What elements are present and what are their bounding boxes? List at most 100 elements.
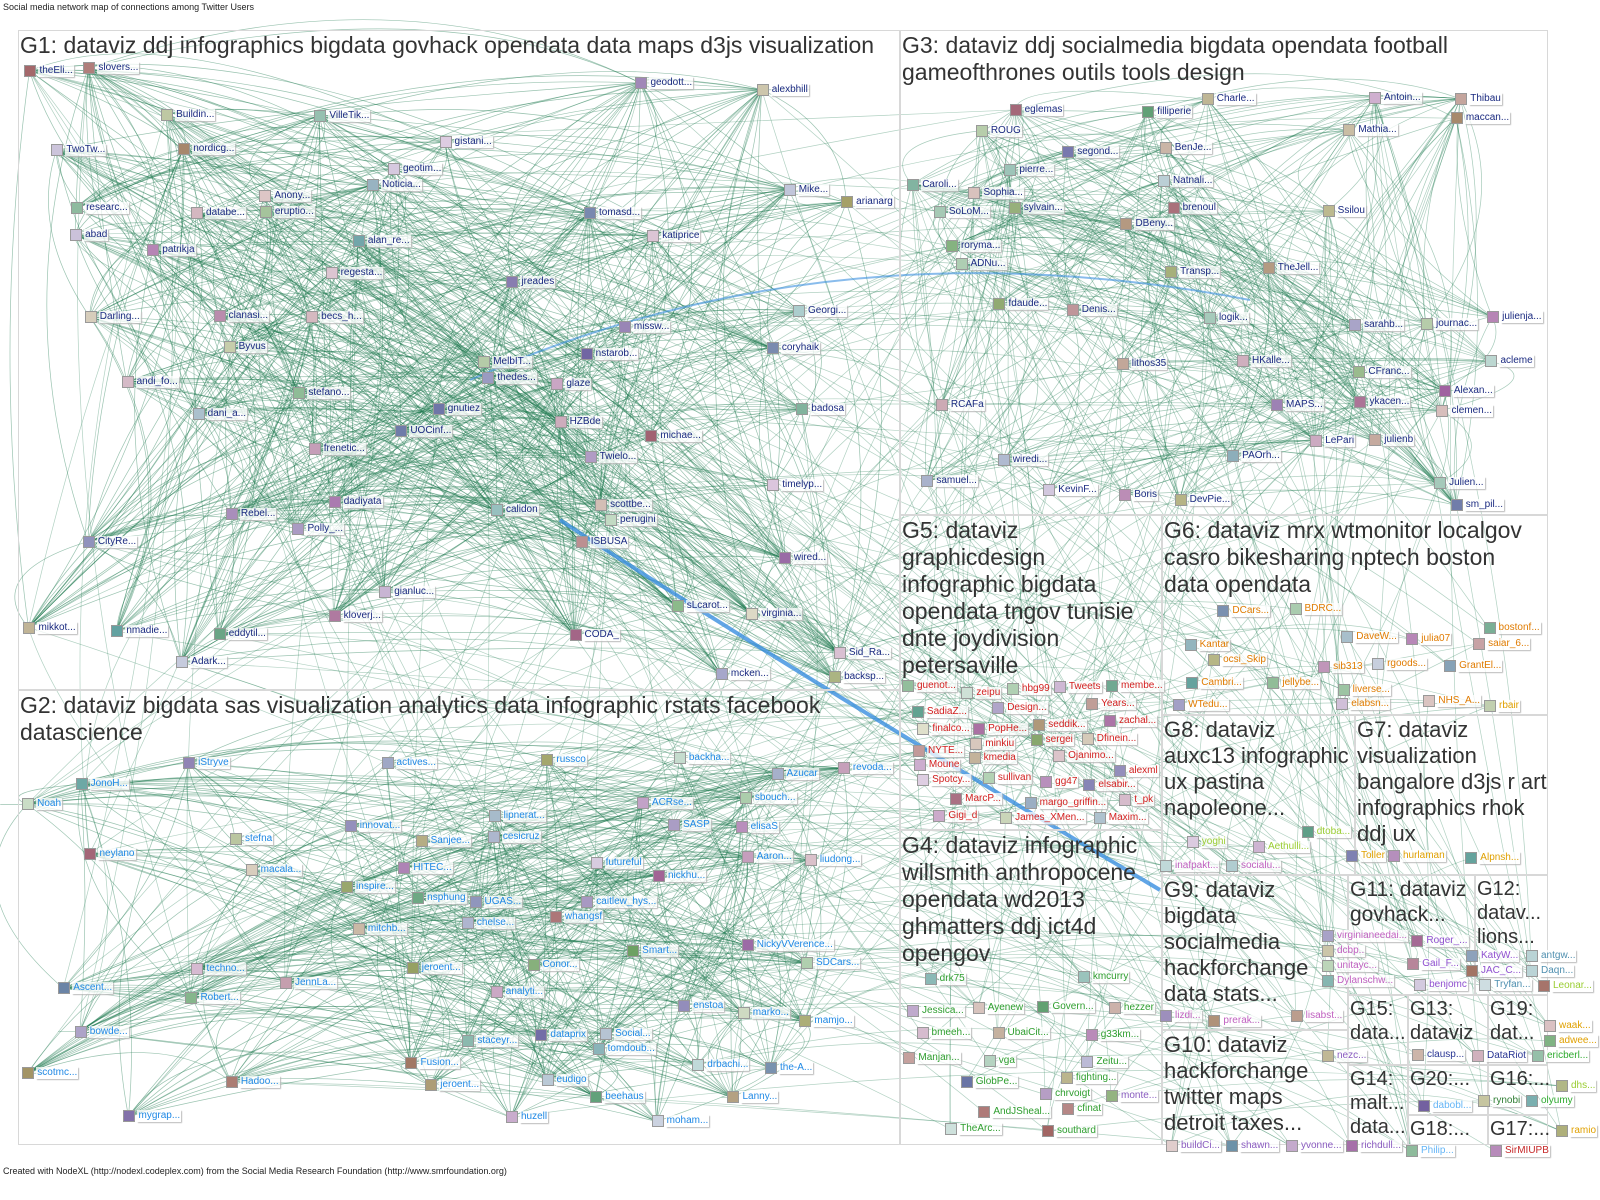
node[interactable]: Polly_... <box>292 522 345 535</box>
node[interactable]: whangsf <box>549 911 604 924</box>
node[interactable]: HKalle... <box>1236 354 1291 367</box>
node[interactable]: clemen... <box>1436 404 1494 417</box>
node[interactable]: sLcarot... <box>671 599 729 612</box>
node[interactable]: rgoods... <box>1372 658 1427 671</box>
node[interactable]: g33km... <box>1085 1029 1141 1042</box>
node[interactable]: dtoba... <box>1301 825 1352 838</box>
node[interactable]: actives... <box>381 756 437 769</box>
node[interactable]: Ojanimo... <box>1053 749 1115 762</box>
node[interactable]: Caroli... <box>907 178 958 191</box>
node[interactable]: nmadie... <box>111 625 169 638</box>
node[interactable]: ADNu... <box>955 257 1007 270</box>
node[interactable]: inspire... <box>341 880 395 893</box>
node[interactable]: frenetic... <box>308 442 366 455</box>
node[interactable]: kloverj... <box>328 610 382 623</box>
node[interactable]: cfinat <box>1062 1102 1103 1115</box>
node[interactable]: Dylanschw... <box>1322 975 1395 987</box>
node[interactable]: CFranc... <box>1353 366 1411 379</box>
node[interactable]: cesicruz <box>487 831 541 844</box>
node[interactable]: clausp... <box>1411 1049 1466 1062</box>
node[interactable]: liverse... <box>1337 683 1391 696</box>
node[interactable]: scottbe... <box>595 499 652 512</box>
node[interactable]: calidon <box>490 504 539 517</box>
node[interactable]: clanasi... <box>213 309 270 322</box>
node[interactable]: hbg99 <box>1006 682 1051 695</box>
node[interactable]: Transp... <box>1165 266 1221 279</box>
node[interactable]: chelse... <box>461 917 516 930</box>
node[interactable]: Twielo... <box>584 451 638 464</box>
node[interactable]: iStryve <box>183 756 230 769</box>
node[interactable]: Adark... <box>176 655 227 668</box>
node[interactable]: jreades <box>506 276 556 289</box>
node[interactable]: ISBUSA <box>575 536 629 549</box>
node[interactable]: backha... <box>673 752 731 765</box>
node[interactable]: Boris <box>1119 488 1159 501</box>
node[interactable]: coryhaik <box>766 342 821 355</box>
node[interactable]: eddytil... <box>213 628 267 641</box>
node[interactable]: saiar_6... <box>1473 637 1531 650</box>
node[interactable]: jeroent... <box>406 961 462 974</box>
node[interactable]: Conor... <box>527 958 579 971</box>
node[interactable]: Alpnsh... <box>1465 852 1521 865</box>
node[interactable]: MarcP... <box>950 793 1003 806</box>
node[interactable]: patrikja <box>147 243 196 256</box>
node[interactable]: NickyVVerence... <box>741 939 834 952</box>
node[interactable]: PAOrh... <box>1227 450 1281 463</box>
node[interactable]: slovers... <box>83 61 140 74</box>
node[interactable]: inafpakt... <box>1160 860 1220 872</box>
node[interactable]: monte... <box>1106 1090 1159 1102</box>
node[interactable]: nordicg... <box>178 143 236 156</box>
node[interactable]: Ascent... <box>58 982 114 995</box>
node[interactable]: DaveW... <box>1341 630 1398 643</box>
node[interactable]: MelbIT... <box>478 356 533 369</box>
node[interactable]: Darling... <box>84 310 141 323</box>
node[interactable]: Roger_... <box>1411 935 1469 948</box>
node[interactable]: Philip... <box>1406 1145 1455 1157</box>
node[interactable]: Daqn... <box>1526 965 1575 977</box>
node[interactable]: ROUG <box>975 124 1022 137</box>
node[interactable]: lipnerat... <box>488 809 546 822</box>
node[interactable]: fdaude... <box>993 298 1049 311</box>
node[interactable]: samuel... <box>921 475 978 488</box>
node[interactable]: NYTE... <box>913 744 965 757</box>
node[interactable]: elabsn... <box>1336 697 1391 710</box>
node[interactable]: gianluc... <box>379 585 436 598</box>
node[interactable]: backsp... <box>829 671 886 684</box>
node[interactable]: SDCars... <box>800 957 861 970</box>
node[interactable]: techno... <box>191 962 246 975</box>
node[interactable]: Design... <box>992 702 1048 715</box>
node[interactable]: becs_h... <box>306 310 363 323</box>
node[interactable]: futureful <box>590 857 643 870</box>
node[interactable]: innovat... <box>344 819 402 832</box>
node[interactable]: unitayc... <box>1322 960 1379 972</box>
node[interactable]: wiredi... <box>997 454 1049 467</box>
node[interactable]: arianarg <box>841 196 894 209</box>
node[interactable]: acleme <box>1485 355 1534 368</box>
node[interactable]: Aaron... <box>741 851 793 864</box>
node[interactable]: nickhu... <box>652 869 707 882</box>
node[interactable]: DBeny... <box>1120 217 1175 230</box>
node[interactable]: PopHe... <box>973 723 1028 736</box>
node[interactable]: revoda... <box>837 762 893 775</box>
node[interactable]: BDRC... <box>1289 602 1343 615</box>
node[interactable]: lithos35 <box>1116 357 1168 370</box>
node[interactable]: BenJe... <box>1159 141 1213 154</box>
node[interactable]: Toller <box>1346 850 1386 862</box>
node[interactable]: Alexan... <box>1438 384 1494 397</box>
node[interactable]: chrvoigt <box>1040 1088 1092 1101</box>
node[interactable]: macala... <box>245 863 303 876</box>
node[interactable]: roryma... <box>945 240 1002 253</box>
node[interactable]: Mathia... <box>1343 124 1398 137</box>
node[interactable]: waak... <box>1544 1020 1592 1032</box>
node[interactable]: Cambri... <box>1186 677 1243 690</box>
node[interactable]: dadiyata <box>328 495 383 508</box>
node[interactable]: Noah <box>22 798 62 811</box>
node[interactable]: Natnali... <box>1157 175 1214 188</box>
node[interactable]: Charle... <box>1201 93 1256 106</box>
node[interactable]: Azucar <box>771 768 819 781</box>
node[interactable]: socialu... <box>1226 860 1282 872</box>
node[interactable]: ocsi_Skip <box>1208 654 1267 667</box>
node[interactable]: yvonne... <box>1286 1140 1343 1152</box>
node[interactable]: sylvain... <box>1008 202 1064 215</box>
node[interactable]: DevPie... <box>1174 493 1232 506</box>
